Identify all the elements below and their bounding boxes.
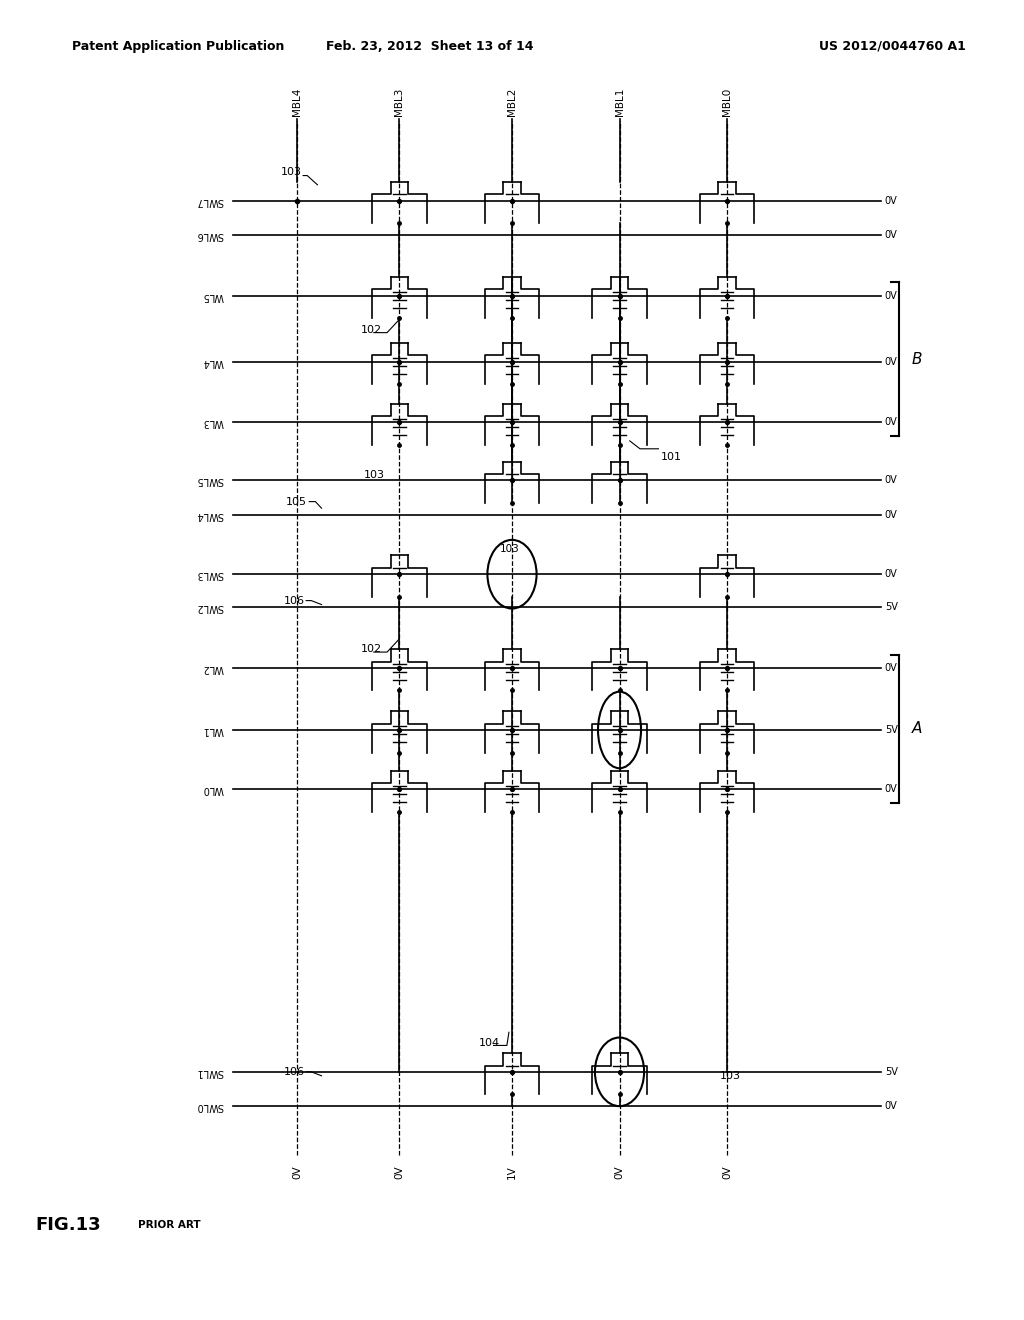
Text: WL4: WL4 — [202, 356, 223, 367]
Text: Feb. 23, 2012  Sheet 13 of 14: Feb. 23, 2012 Sheet 13 of 14 — [327, 40, 534, 53]
Text: 0V: 0V — [885, 475, 897, 486]
Text: MBL4: MBL4 — [292, 88, 302, 116]
Text: 102: 102 — [360, 644, 382, 655]
Text: 103: 103 — [364, 470, 385, 480]
Text: 105: 105 — [286, 496, 307, 507]
Text: 103: 103 — [720, 1071, 741, 1081]
Text: 106: 106 — [284, 1067, 305, 1077]
Text: SWL6: SWL6 — [196, 230, 223, 240]
Text: 0V: 0V — [292, 1166, 302, 1179]
Text: 104: 104 — [479, 1038, 501, 1048]
Text: SWL5: SWL5 — [196, 475, 223, 486]
Text: 0V: 0V — [722, 1166, 732, 1179]
Text: 103: 103 — [500, 544, 519, 554]
Text: WL0: WL0 — [202, 784, 223, 795]
Text: 0V: 0V — [885, 356, 897, 367]
Text: SWL0: SWL0 — [196, 1101, 223, 1111]
Text: Patent Application Publication: Patent Application Publication — [72, 40, 284, 53]
Text: 103: 103 — [281, 166, 302, 177]
Text: 0V: 0V — [885, 195, 897, 206]
Text: 102: 102 — [360, 325, 382, 335]
Text: WL3: WL3 — [202, 417, 223, 428]
Text: 0V: 0V — [614, 1166, 625, 1179]
Text: PRIOR ART: PRIOR ART — [138, 1220, 201, 1230]
Text: A: A — [911, 721, 922, 737]
Text: WL5: WL5 — [202, 290, 223, 301]
Text: 0V: 0V — [885, 569, 897, 579]
Text: 106: 106 — [284, 595, 305, 606]
Text: MBL0: MBL0 — [722, 88, 732, 116]
Text: 0V: 0V — [885, 290, 897, 301]
Text: 5V: 5V — [885, 602, 898, 612]
Text: SWL4: SWL4 — [196, 510, 223, 520]
Text: US 2012/0044760 A1: US 2012/0044760 A1 — [819, 40, 966, 53]
Text: B: B — [911, 351, 922, 367]
Text: 0V: 0V — [885, 784, 897, 795]
Text: 5V: 5V — [885, 1067, 898, 1077]
Text: 0V: 0V — [885, 663, 897, 673]
Text: WL1: WL1 — [202, 725, 223, 735]
Text: 1V: 1V — [507, 1166, 517, 1179]
Text: 5V: 5V — [885, 725, 898, 735]
Text: WL2: WL2 — [202, 663, 223, 673]
Text: 0V: 0V — [885, 230, 897, 240]
Text: 0V: 0V — [394, 1166, 404, 1179]
Text: SWL7: SWL7 — [196, 195, 223, 206]
Text: 0V: 0V — [885, 510, 897, 520]
Text: 0V: 0V — [885, 417, 897, 428]
Text: MBL1: MBL1 — [614, 88, 625, 116]
Text: SWL3: SWL3 — [196, 569, 223, 579]
Text: FIG.13: FIG.13 — [36, 1216, 101, 1234]
Text: SWL1: SWL1 — [196, 1067, 223, 1077]
Text: MBL3: MBL3 — [394, 88, 404, 116]
Text: MBL2: MBL2 — [507, 88, 517, 116]
Text: 101: 101 — [660, 451, 682, 462]
Text: 0V: 0V — [885, 1101, 897, 1111]
Text: SWL2: SWL2 — [196, 602, 223, 612]
